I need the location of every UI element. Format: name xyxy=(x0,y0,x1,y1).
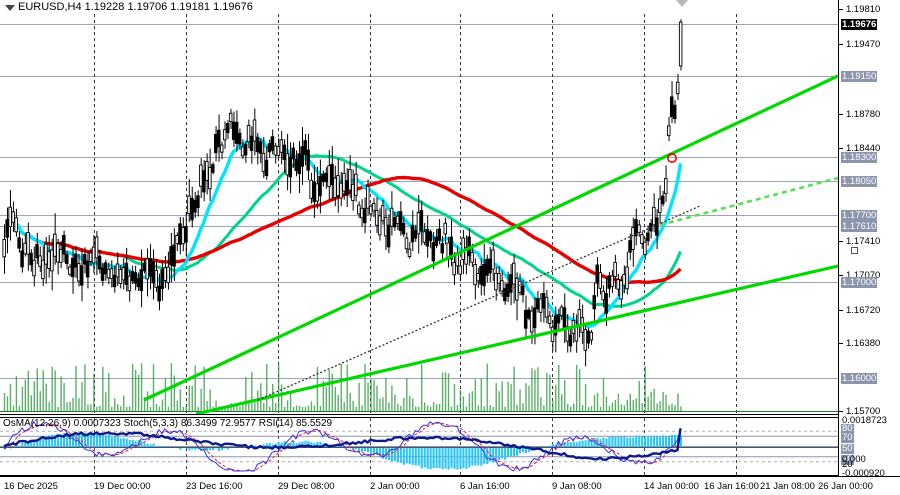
price-pane[interactable] xyxy=(0,14,838,414)
level-drag-handle[interactable] xyxy=(851,247,858,254)
price-axis-tick xyxy=(839,114,843,115)
price-axis-tick xyxy=(839,148,843,149)
price-axis-tick xyxy=(839,310,843,311)
time-axis-label: 2 Jan 00:00 xyxy=(370,481,420,492)
price-axis-label: 1.17070 xyxy=(846,270,881,281)
triangle-down-icon[interactable] xyxy=(5,5,15,11)
time-axis-label: 9 Jan 08:00 xyxy=(552,481,602,492)
time-axis-label: 23 Dec 16:00 xyxy=(186,481,243,492)
indicator-chart-svg xyxy=(0,418,838,477)
price-axis-label: 1.17610 xyxy=(841,221,878,232)
indicator-axis-label: 0.0018723 xyxy=(842,415,887,426)
price-axis-current-label: 1.19676 xyxy=(841,19,878,30)
time-axis-label: 16 Jan 16:00 xyxy=(704,481,759,492)
price-axis-label: 1.15700 xyxy=(846,406,881,417)
price-axis-tick xyxy=(839,275,843,276)
trendline-lower xyxy=(195,264,838,414)
chart-header: EURUSD,H4 1.19228 1.19706 1.19181 1.1967… xyxy=(0,0,900,15)
price-axis-label: 1.16380 xyxy=(846,338,881,349)
price-axis-tick xyxy=(839,9,843,10)
fib-diagonal xyxy=(257,205,701,401)
volume-bars xyxy=(3,363,682,411)
indicator-axis[interactable]: 0.0018723 80 70 50 30 20 0.000 -0.000920 xyxy=(838,414,900,479)
price-axis[interactable]: 1.19810 1.19676 1.19470 1.19150 1.18780 1.184… xyxy=(838,0,900,417)
rsi-line xyxy=(3,428,682,461)
indicator-axis-label: 80 xyxy=(841,423,854,434)
price-axis-tick xyxy=(839,411,843,412)
indicator-axis-label: 50 xyxy=(841,443,854,454)
candlesticks xyxy=(2,19,683,367)
price-axis-tick xyxy=(839,343,843,344)
pane-bottom-border xyxy=(0,475,838,476)
price-axis-label: 1.16000 xyxy=(841,373,878,384)
ma-mid xyxy=(21,154,682,308)
price-axis-label: 1.18780 xyxy=(846,109,881,120)
indicator-axis-label: 70 xyxy=(841,432,854,443)
price-axis-label: 1.18300 xyxy=(841,152,878,163)
indicator-axis-label: 0.000 xyxy=(842,454,866,465)
price-axis-label: 1.17410 xyxy=(846,236,881,247)
time-axis[interactable]: 16 Dec 2025 19 Dec 00:00 23 Dec 16:00 29 De… xyxy=(0,476,900,495)
pane-divider xyxy=(0,414,838,415)
price-axis-label: 1.18050 xyxy=(841,176,878,187)
trendline-upper xyxy=(143,74,838,402)
price-axis-label: 1.19470 xyxy=(846,39,881,50)
price-axis-label: 1.19150 xyxy=(841,71,878,82)
entry-marker xyxy=(666,153,677,164)
time-axis-label: 14 Jan 00:00 xyxy=(644,481,699,492)
price-axis-tick xyxy=(839,241,843,242)
price-axis-tick xyxy=(839,44,843,45)
time-axis-label: 19 Dec 00:00 xyxy=(94,481,151,492)
indicator-axis-label: -0.000920 xyxy=(842,468,885,479)
time-axis-label: 6 Jan 16:00 xyxy=(460,481,510,492)
indicator-axis-label: 20 xyxy=(842,459,853,470)
top-marker-icon xyxy=(676,0,688,7)
indicator-pane[interactable] xyxy=(0,417,838,477)
indicator-axis-label: 30 xyxy=(841,454,854,465)
indicator-label: OsMA(12,26,9) 0.0007323 Stoch(5,3,3) 86.… xyxy=(3,418,333,429)
price-axis-label: 1.18440 xyxy=(846,143,881,154)
time-axis-label: 21 Jan 08:00 xyxy=(760,481,815,492)
trendline-projection xyxy=(659,176,838,227)
stoch-signal xyxy=(3,422,681,472)
price-axis-label: 1.16720 xyxy=(846,305,881,316)
price-axis-label: 1.19810 xyxy=(846,4,881,15)
price-axis-label: 1.17700 xyxy=(841,210,878,221)
time-axis-label: 16 Dec 2025 xyxy=(4,481,58,492)
time-axis-label: 29 Dec 08:00 xyxy=(278,481,335,492)
price-chart-svg xyxy=(0,14,838,414)
price-axis-label: 1.17000 xyxy=(841,277,878,288)
time-axis-label: 26 Jan 00:00 xyxy=(818,481,873,492)
symbol-ohlc-label: EURUSD,H4 1.19228 1.19706 1.19181 1.1967… xyxy=(18,1,253,13)
